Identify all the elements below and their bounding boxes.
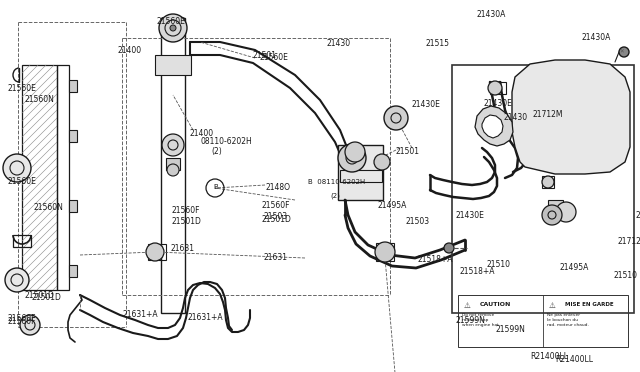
Circle shape: [162, 134, 184, 156]
Text: 21503: 21503: [264, 212, 288, 221]
Text: ⚠: ⚠: [464, 301, 471, 310]
Text: 21430E: 21430E: [412, 100, 440, 109]
Bar: [161, 18, 185, 313]
Text: 2148O: 2148O: [265, 183, 290, 192]
Bar: [57, 65, 69, 290]
Text: 21501: 21501: [252, 51, 276, 60]
Circle shape: [345, 142, 365, 162]
Text: 21503: 21503: [406, 218, 430, 227]
Circle shape: [338, 144, 366, 172]
Text: MISE EN GARDE: MISE EN GARDE: [565, 302, 614, 308]
Circle shape: [542, 205, 562, 225]
Bar: [69, 80, 77, 92]
Bar: [452, 65, 634, 313]
Text: 21495A: 21495A: [378, 201, 407, 210]
Text: 21501: 21501: [395, 148, 419, 157]
Text: CAUTION: CAUTION: [480, 302, 511, 308]
Circle shape: [159, 14, 187, 42]
Circle shape: [542, 176, 554, 188]
Circle shape: [488, 81, 502, 95]
Text: 21501D: 21501D: [262, 215, 292, 224]
Text: 21430E: 21430E: [636, 211, 640, 219]
Text: 21599N: 21599N: [495, 326, 525, 334]
Text: 21515: 21515: [426, 39, 450, 48]
Text: R21400LL: R21400LL: [530, 352, 568, 361]
Text: 21518+A: 21518+A: [460, 267, 495, 276]
Text: 21560N: 21560N: [24, 95, 54, 104]
Text: 21712M: 21712M: [618, 237, 640, 247]
Text: 21712M: 21712M: [532, 110, 563, 119]
Text: 21430: 21430: [326, 39, 351, 48]
Text: 21430A: 21430A: [582, 33, 611, 42]
Bar: [22, 65, 57, 290]
Text: 21501D: 21501D: [172, 217, 202, 226]
Polygon shape: [482, 115, 503, 138]
Bar: [148, 244, 166, 260]
Polygon shape: [475, 106, 513, 146]
Text: (2): (2): [330, 193, 340, 199]
Text: 21430: 21430: [504, 113, 528, 122]
Text: 21430E: 21430E: [455, 211, 484, 219]
Text: 21430A: 21430A: [477, 10, 506, 19]
Circle shape: [146, 243, 164, 261]
Text: ✕: ✕: [620, 49, 624, 55]
Bar: [548, 200, 563, 218]
Bar: [542, 176, 554, 188]
Circle shape: [3, 154, 31, 182]
Text: 21400: 21400: [190, 129, 214, 138]
Circle shape: [375, 242, 395, 262]
Circle shape: [5, 268, 29, 292]
Text: 21560F: 21560F: [172, 206, 200, 215]
Bar: [490, 82, 506, 94]
Circle shape: [20, 315, 40, 335]
Text: 21560E: 21560E: [157, 17, 186, 26]
Circle shape: [556, 202, 576, 222]
Bar: [340, 170, 382, 182]
Text: B: B: [214, 184, 218, 190]
Bar: [155, 55, 191, 75]
Circle shape: [374, 154, 390, 170]
Circle shape: [167, 164, 179, 176]
Text: 21560F: 21560F: [8, 317, 36, 327]
Text: 21560F: 21560F: [8, 314, 36, 323]
Bar: [166, 158, 180, 170]
Text: 21599N: 21599N: [456, 316, 486, 325]
Text: 21560E: 21560E: [8, 84, 36, 93]
Text: 21518+A: 21518+A: [417, 255, 452, 264]
Text: 21501D: 21501D: [32, 294, 62, 302]
Text: 21495A: 21495A: [560, 263, 589, 273]
Circle shape: [444, 243, 454, 253]
Text: 21560E: 21560E: [260, 54, 289, 62]
Text: 21510: 21510: [486, 260, 511, 269]
Bar: [376, 243, 394, 261]
Text: 21631: 21631: [264, 253, 288, 263]
Text: 21501D: 21501D: [24, 291, 54, 300]
Text: (2): (2): [211, 147, 222, 156]
Bar: [69, 130, 77, 142]
Text: 21400: 21400: [117, 46, 141, 55]
Bar: [13, 235, 31, 247]
Text: 08110-6202H: 08110-6202H: [200, 137, 252, 146]
Circle shape: [170, 25, 176, 31]
Text: 21631+A: 21631+A: [123, 310, 159, 319]
Bar: [338, 145, 383, 200]
Text: B  08110-6202H: B 08110-6202H: [308, 179, 365, 185]
Text: Do not remove
radiator cap
when engine hot.: Do not remove radiator cap when engine h…: [462, 313, 500, 327]
Text: 21560E: 21560E: [8, 177, 37, 186]
Bar: [69, 200, 77, 212]
Text: 21631: 21631: [171, 244, 195, 253]
Text: Ne pas enlever
le bouchon du
rad. moteur chaud.: Ne pas enlever le bouchon du rad. moteur…: [547, 313, 589, 327]
Circle shape: [384, 106, 408, 130]
Text: 21560N: 21560N: [33, 203, 63, 212]
Text: ⚠: ⚠: [549, 301, 556, 310]
Text: 21631+A: 21631+A: [188, 314, 223, 323]
Text: R21400LL: R21400LL: [555, 356, 593, 365]
Text: 21560F: 21560F: [262, 201, 291, 209]
Text: 21510: 21510: [614, 270, 638, 279]
Circle shape: [619, 47, 629, 57]
Polygon shape: [512, 60, 630, 174]
Text: 21430E: 21430E: [483, 99, 512, 108]
Bar: [458, 295, 628, 347]
Bar: [69, 265, 77, 277]
